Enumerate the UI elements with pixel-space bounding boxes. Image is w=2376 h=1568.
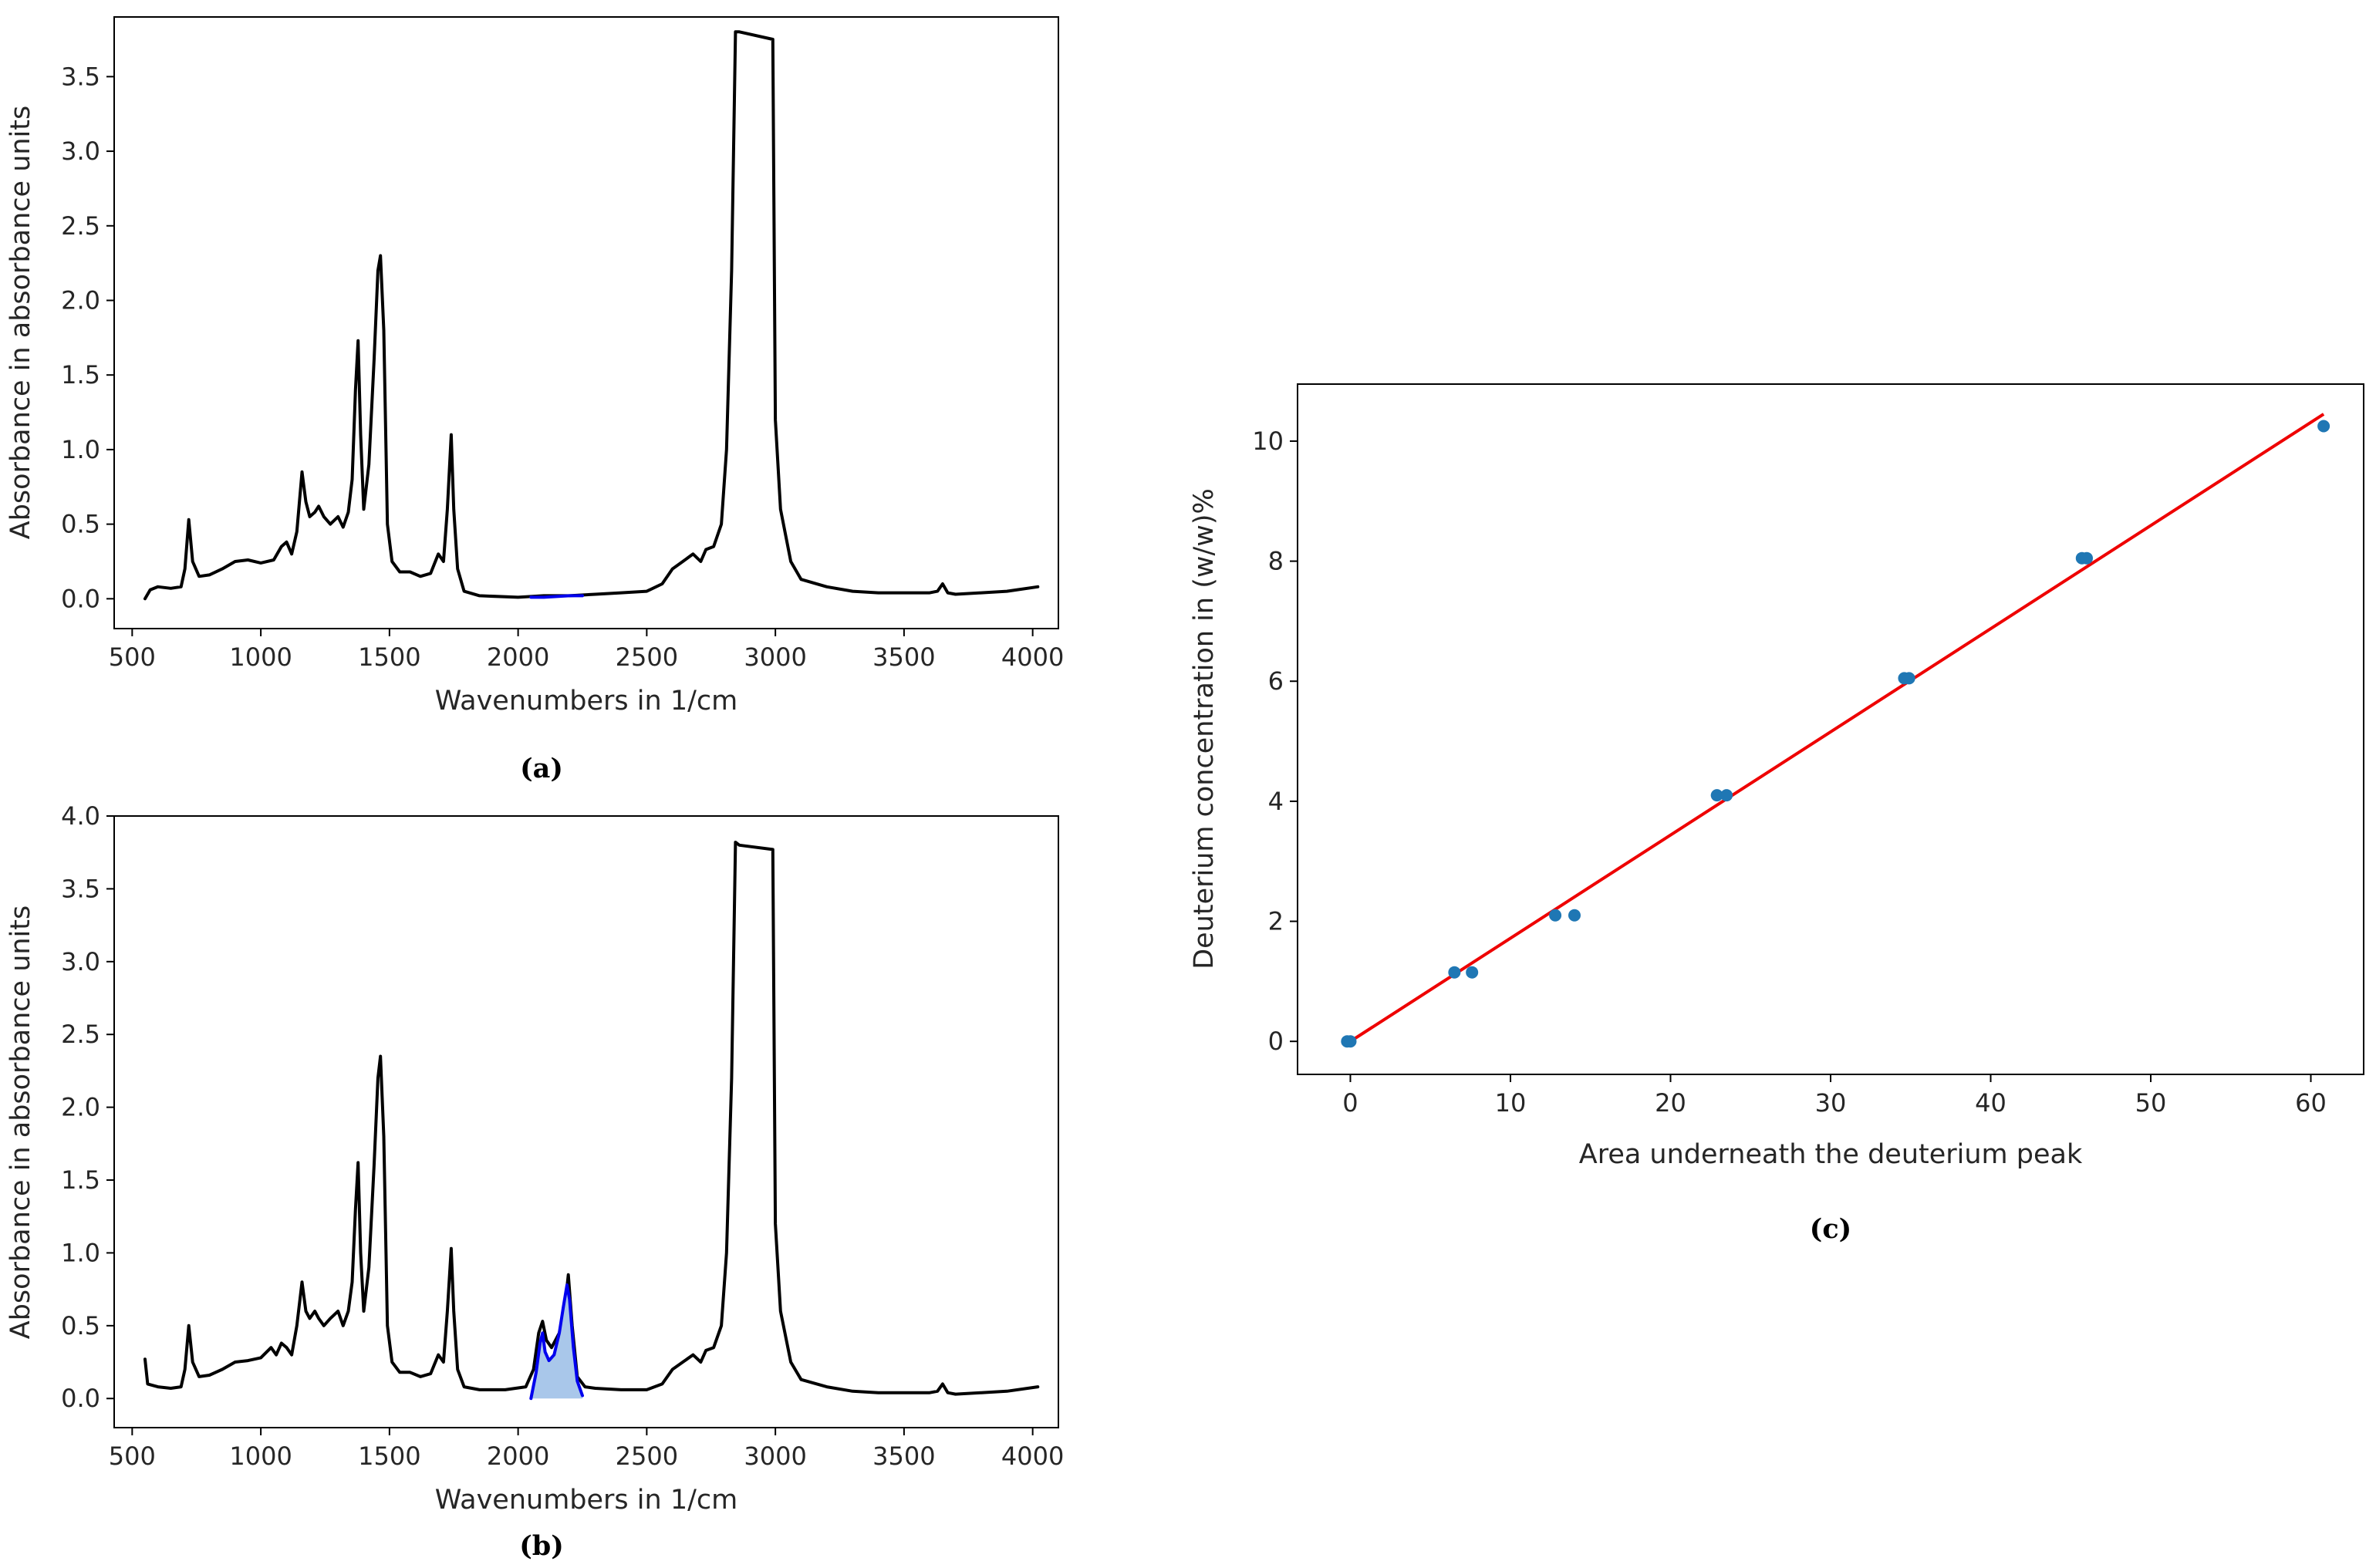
chart-b-xtick-label: 1500: [358, 1442, 420, 1471]
chart-b-xtick-label: 500: [109, 1442, 156, 1471]
chart-c-ytick-label: 8: [1268, 547, 1284, 576]
chart-a-ytick-label: 3.5: [61, 62, 100, 91]
chart-c-data-point: [1344, 1035, 1357, 1048]
chart-c-ytick-label: 10: [1252, 427, 1284, 456]
chart-b-frame: [113, 815, 1059, 1428]
chart-c-data-point: [1466, 966, 1479, 979]
chart-b-xtick-label: 3500: [872, 1442, 935, 1471]
chart-c-xtick-label: 30: [1815, 1088, 1847, 1118]
chart-c-xtick-label: 0: [1342, 1088, 1358, 1118]
chart-a-ytick-label: 0.5: [61, 510, 100, 539]
chart-b-xtick-label: 2000: [487, 1442, 549, 1471]
chart-b-ytick-label: 0.0: [61, 1384, 100, 1413]
chart-a-frame: [113, 16, 1059, 629]
chart-b-ylabel: Absorbance in absorbance units: [5, 905, 36, 1339]
chart-a-xtick-label: 3500: [872, 642, 935, 672]
chart-a-ytick-label: 1.0: [61, 435, 100, 464]
chart-a-xlabel: Wavenumbers in 1/cm: [435, 686, 737, 717]
chart-b-ytick-label: 0.5: [61, 1311, 100, 1340]
chart-c-ytick-label: 4: [1268, 787, 1284, 816]
chart-a-xtick-label: 1000: [229, 642, 292, 672]
chart-a-xtick-label: 2000: [487, 642, 549, 672]
chart-b-xtick-label: 1000: [229, 1442, 292, 1471]
chart-c-data-point: [1902, 672, 1915, 685]
chart-a-xtick-label: 3000: [744, 642, 806, 672]
chart-c-data-point: [1720, 789, 1733, 802]
chart-a-xtick-label: 500: [109, 642, 156, 672]
chart-b-xtick-label: 4000: [1001, 1442, 1064, 1471]
chart-b-ytick-label: 3.5: [61, 874, 100, 903]
chart-c-ytick-label: 2: [1268, 907, 1284, 936]
chart-c-xtick-label: 40: [1975, 1088, 2006, 1118]
chart-a-ytick-label: 1.5: [61, 360, 100, 389]
chart-b-ytick-label: 4.0: [61, 801, 100, 831]
chart-c-ylabel: Deuterium concentration in (w/w)%: [1189, 488, 1220, 969]
chart-a-caption: (a): [520, 753, 563, 784]
chart-b-ytick-label: 1.0: [61, 1238, 100, 1267]
chart-a: 500 1000 1500 2000 2500 3000 3500 4000 0.0 0.5 1.0…: [5, 16, 1064, 784]
chart-b-xlabel: Wavenumbers in 1/cm: [435, 1485, 737, 1516]
chart-a-ytick-label: 3.0: [61, 137, 100, 166]
chart-c-xtick-label: 60: [2295, 1088, 2327, 1118]
chart-b-series-spectrum: [143, 841, 1040, 1396]
chart-c-xtick-label: 10: [1495, 1088, 1527, 1118]
chart-c-data-point: [1448, 966, 1461, 979]
chart-a-ylabel: Absorbance in absorbance units: [5, 106, 36, 539]
chart-a-xtick-label: 2500: [616, 642, 678, 672]
chart-b: 500 1000 1500 2000 2500 3000 3500 4000 0.0 0.5 1.0…: [5, 801, 1064, 1562]
chart-c: 0 10 20 30 40 50 60 0 2 4 6 8 10 Area underneath the…: [1189, 383, 2364, 1245]
chart-c-data-point: [2081, 551, 2094, 565]
chart-c-data-point: [1710, 789, 1723, 802]
chart-c-data-point: [1568, 909, 1581, 922]
chart-c-xtick-label: 50: [2135, 1088, 2167, 1118]
chart-a-ytick-label: 0.0: [61, 584, 100, 613]
chart-a-series-spectrum: [143, 30, 1040, 601]
chart-b-ytick-label: 2.0: [61, 1093, 100, 1122]
chart-b-xtick-label: 3000: [744, 1442, 806, 1471]
chart-b-ytick-label: 3.0: [61, 947, 100, 976]
chart-a-xtick-label: 1500: [358, 642, 420, 672]
chart-b-xtick-label: 2500: [616, 1442, 678, 1471]
chart-a-series-deuterium: [529, 594, 584, 599]
chart-c-xtick-label: 20: [1655, 1088, 1686, 1118]
chart-c-caption: (c): [1810, 1213, 1851, 1245]
chart-a-xtick-label: 4000: [1001, 642, 1064, 672]
chart-c-ytick-label: 0: [1268, 1027, 1284, 1056]
chart-c-ytick-label: 6: [1268, 666, 1284, 696]
chart-c-xlabel: Area underneath the deuterium peak: [1579, 1139, 2083, 1170]
chart-c-data-point: [1549, 909, 1562, 922]
chart-b-caption: (b): [519, 1530, 564, 1562]
chart-c-data-point: [2317, 420, 2330, 433]
chart-b-ytick-label: 2.5: [61, 1020, 100, 1049]
chart-b-series-deuterium: [529, 1283, 584, 1401]
chart-a-ytick-label: 2.5: [61, 211, 100, 241]
chart-a-ytick-label: 2.0: [61, 285, 100, 315]
chart-c-fit-line: [1349, 413, 2325, 1043]
chart-b-ytick-label: 1.5: [61, 1165, 100, 1195]
